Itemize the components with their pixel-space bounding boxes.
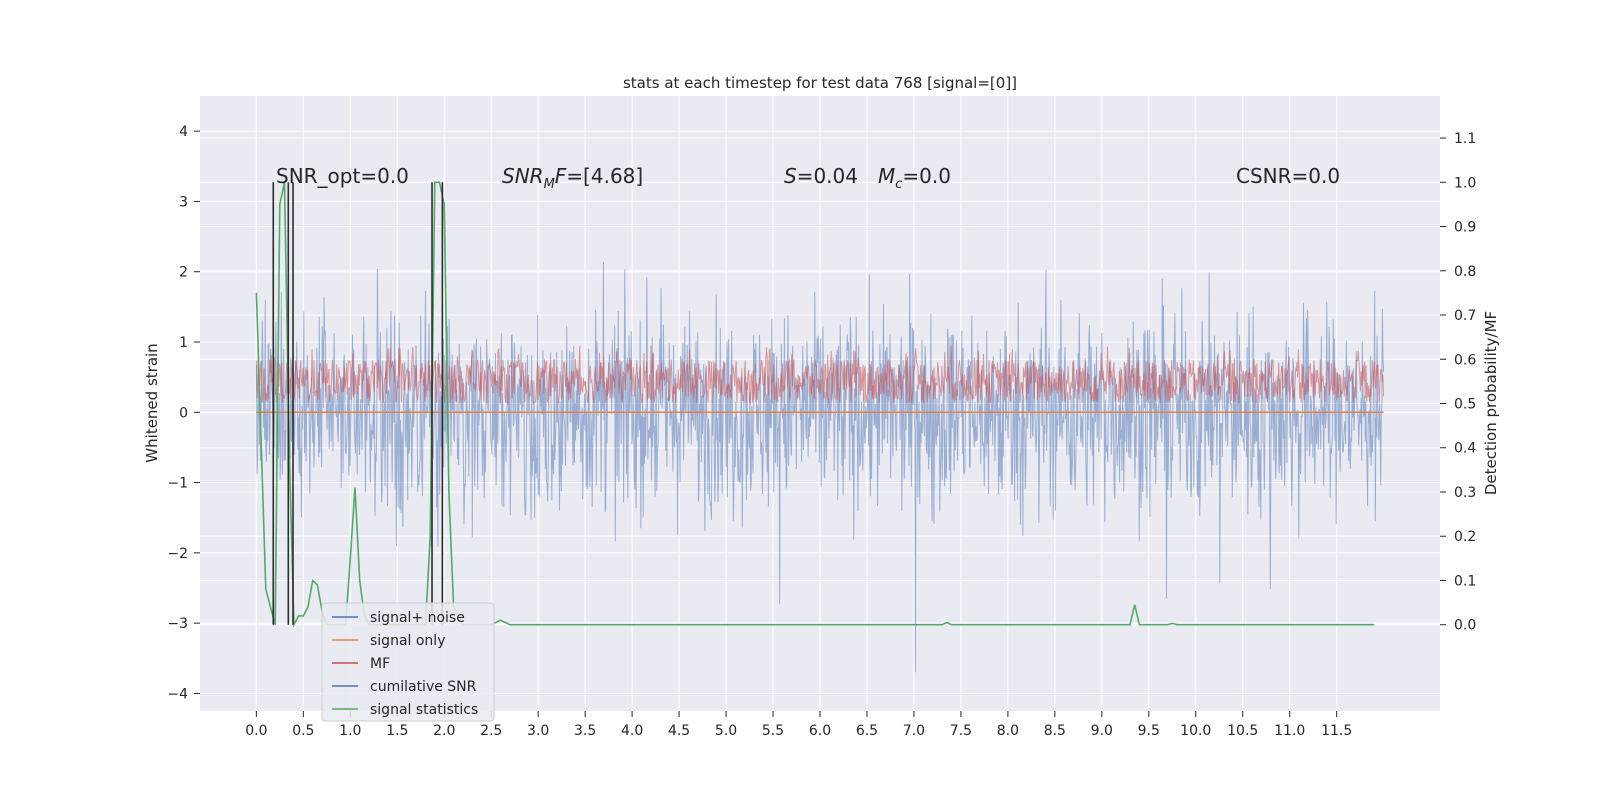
x-tick-label: 3.0 <box>527 723 549 739</box>
y2-tick-label: 0.2 <box>1454 529 1476 545</box>
y2-tick-label: 1.1 <box>1454 131 1476 147</box>
x-tick-label: 1.0 <box>339 723 361 739</box>
x-tick-label: 0.0 <box>245 723 267 739</box>
series-layer <box>255 181 1385 673</box>
y2-tick-label: 0.8 <box>1454 264 1476 280</box>
y2-tick-label: 0.9 <box>1454 220 1476 236</box>
x-tick-label: 6.0 <box>809 723 831 739</box>
annotation-snr-mf: SNRMF=[4.68] <box>502 164 643 192</box>
y2-tick-label: 0.5 <box>1454 397 1476 413</box>
legend-label: signal statistics <box>370 702 478 718</box>
x-tick-label: 5.0 <box>715 723 737 739</box>
marker-layer <box>272 182 444 625</box>
y-tick-label: −1 <box>167 476 188 492</box>
annotation-mc: Mc=0.0 <box>878 164 951 192</box>
annotation-csnr: CSNR=0.0 <box>1236 164 1340 188</box>
x-tick-label: 1.5 <box>386 723 408 739</box>
x-tick-label: 6.5 <box>856 723 878 739</box>
y-axis-label: Whitened strain <box>143 343 161 462</box>
x-tick-label: 11.0 <box>1274 723 1305 739</box>
y2-tick-label: 0.1 <box>1454 573 1476 589</box>
x-tick-label: 7.5 <box>950 723 972 739</box>
y-tick-label: 4 <box>179 124 188 140</box>
x-tick-label: 7.0 <box>903 723 925 739</box>
x-tick-label: 4.5 <box>668 723 690 739</box>
legend: signal+ noise signal only MF cumilative SNR… <box>321 602 495 722</box>
y2-tick-label: 0.6 <box>1454 352 1476 368</box>
legend-label: signal+ noise <box>370 610 465 626</box>
x-tick-label: 4.0 <box>621 723 643 739</box>
x-tick-label: 11.5 <box>1321 723 1352 739</box>
series-mf-line <box>255 345 1385 406</box>
legend-label: signal only <box>370 633 445 649</box>
series-signal-statistics-line <box>255 181 1375 628</box>
y-tick-label: 3 <box>179 194 188 210</box>
x-tick-label: 8.5 <box>1044 723 1066 739</box>
y-tick-label: 0 <box>179 405 188 421</box>
x-tick-label: 2.5 <box>480 723 502 739</box>
y-tick-label: 1 <box>179 335 188 351</box>
y2-tick-label: 1.0 <box>1454 175 1476 191</box>
y2-tick-label: 0.4 <box>1454 441 1476 457</box>
x-tick-label: 0.5 <box>292 723 314 739</box>
y-tick-label: −2 <box>167 546 188 562</box>
x-tick-label: 5.5 <box>762 723 784 739</box>
annotation-snr-opt: SNR_opt=0.0 <box>276 164 409 188</box>
y2-tick-label: 0.3 <box>1454 485 1476 501</box>
x-tick-label: 10.0 <box>1180 723 1211 739</box>
x-tick-label: 2.0 <box>433 723 455 739</box>
y2-tick-label: 0.0 <box>1454 618 1476 634</box>
y2-axis-label: Detection probability/MF <box>1482 311 1500 495</box>
x-tick-label: 10.5 <box>1227 723 1258 739</box>
x-tick-label: 9.0 <box>1091 723 1113 739</box>
x-tick-label: 8.0 <box>997 723 1019 739</box>
x-tick-label: 9.5 <box>1138 723 1160 739</box>
y-tick-label: −3 <box>167 616 188 632</box>
chart-title: stats at each timestep for test data 768… <box>623 74 1017 92</box>
legend-label: MF <box>370 656 390 672</box>
x-tick-label: 3.5 <box>574 723 596 739</box>
y2-tick-label: 0.7 <box>1454 308 1476 324</box>
y-tick-label: 2 <box>179 265 188 281</box>
axes: 0.0 0.5 1.0 1.5 2.0 2.5 3.0 3.5 4.0 4.5 5.0 5.5 6.0 6… <box>167 124 1476 739</box>
legend-label: cumilative SNR <box>370 679 477 695</box>
y-tick-label: −4 <box>167 686 188 702</box>
legend-box <box>321 602 495 722</box>
annotation-s: S=0.04 <box>784 164 858 188</box>
